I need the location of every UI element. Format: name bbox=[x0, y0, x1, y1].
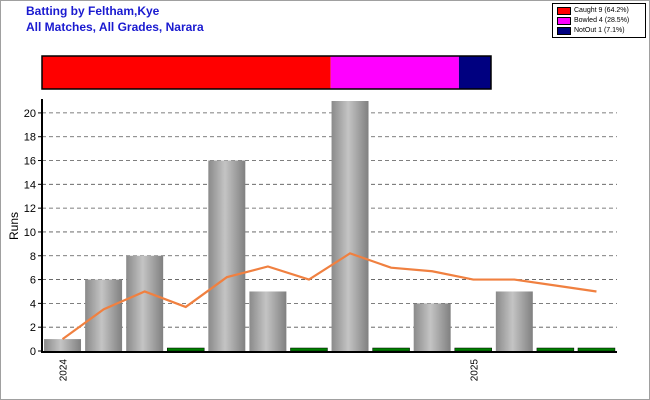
runs-bar bbox=[44, 339, 82, 351]
y-tick-label: 18 bbox=[24, 132, 36, 144]
y-tick-label: 12 bbox=[24, 203, 36, 215]
zero-run-marker bbox=[454, 347, 492, 352]
x-tick-label: 2025 bbox=[469, 359, 480, 382]
y-tick-label: 4 bbox=[30, 298, 36, 310]
y-axis-label: Runs bbox=[7, 212, 21, 240]
legend-label-notout: NotOut 1 (7.1%) bbox=[574, 27, 625, 34]
runs-bar bbox=[413, 303, 451, 351]
runs-bar bbox=[249, 291, 287, 351]
zero-run-marker bbox=[536, 347, 575, 352]
y-tick-label: 2 bbox=[30, 322, 36, 334]
share-bar-border bbox=[41, 55, 492, 90]
chart-title: Batting by Feltham,Kye bbox=[26, 4, 160, 18]
y-tick-label: 20 bbox=[24, 108, 36, 120]
y-tick-label: 6 bbox=[30, 275, 36, 287]
y-tick-label: 10 bbox=[24, 227, 36, 239]
y-tick-label: 16 bbox=[24, 156, 36, 168]
average-line bbox=[61, 252, 597, 340]
zero-run-marker bbox=[290, 347, 328, 352]
runs-bar bbox=[331, 101, 369, 351]
zero-run-marker bbox=[167, 347, 205, 352]
legend-swatch-bowled bbox=[557, 17, 571, 25]
runs-bar bbox=[495, 291, 533, 351]
y-tick-label: 14 bbox=[24, 179, 36, 191]
legend-label-bowled: Bowled 4 (28.5%) bbox=[574, 17, 630, 24]
legend-swatch-notout bbox=[557, 27, 571, 35]
share-segment-notout bbox=[458, 56, 491, 89]
runs-bar bbox=[126, 255, 164, 351]
chart-subtitle: All Matches, All Grades, Narara bbox=[26, 20, 204, 34]
legend-label-caught: Caught 9 (64.2%) bbox=[574, 7, 629, 14]
zero-run-marker bbox=[577, 347, 616, 352]
legend: Caught 9 (64.2%) Bowled 4 (28.5%) NotOut… bbox=[552, 3, 646, 38]
runs-bar bbox=[208, 160, 246, 351]
legend-swatch-caught bbox=[557, 7, 571, 15]
x-tick-label: 2024 bbox=[59, 359, 70, 382]
zero-run-marker bbox=[372, 347, 410, 352]
y-tick-label: 8 bbox=[30, 251, 36, 263]
share-segment-bowled bbox=[330, 56, 459, 89]
share-segment-caught bbox=[42, 56, 331, 89]
runs-bar bbox=[85, 279, 123, 351]
y-tick-label: 0 bbox=[30, 346, 36, 358]
